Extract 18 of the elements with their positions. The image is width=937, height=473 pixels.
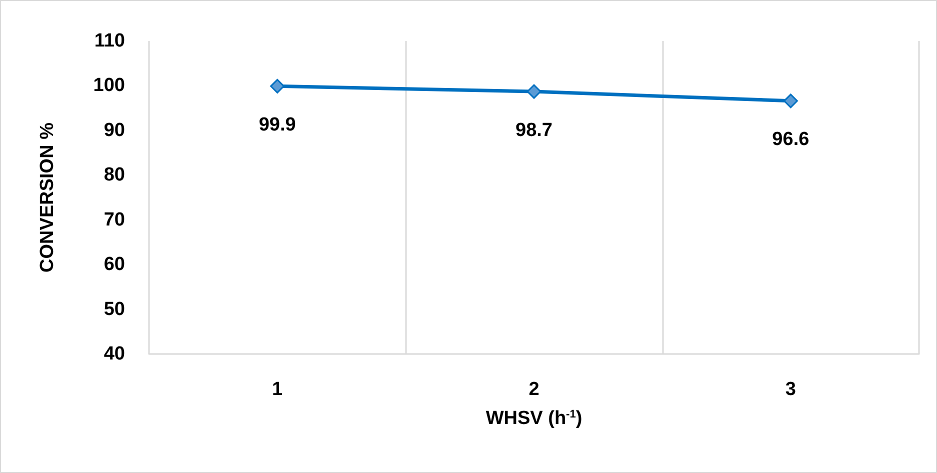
y-tick-label: 70: [104, 209, 125, 230]
x-tick-label: 2: [528, 379, 540, 400]
y-axis-title: CONVERSION %: [37, 122, 58, 272]
y-tick-label: 90: [104, 120, 125, 141]
y-tick-label: 110: [94, 30, 125, 52]
y-tick-label: 100: [93, 75, 125, 96]
data-label: 96.6: [772, 129, 810, 150]
point: [270, 78, 285, 94]
point: [526, 84, 542, 99]
y-tick-label: 50: [104, 298, 125, 320]
y-tick-label: 40: [104, 344, 125, 364]
x-tick-label: 1: [272, 379, 284, 400]
data-label: 98.7: [516, 120, 552, 141]
data-label: 99.9: [258, 114, 296, 136]
y-tick-label: 80: [104, 164, 125, 186]
y-tick-label: 60: [104, 254, 125, 276]
x-tick-label: 3: [785, 379, 796, 400]
point: [783, 94, 798, 108]
